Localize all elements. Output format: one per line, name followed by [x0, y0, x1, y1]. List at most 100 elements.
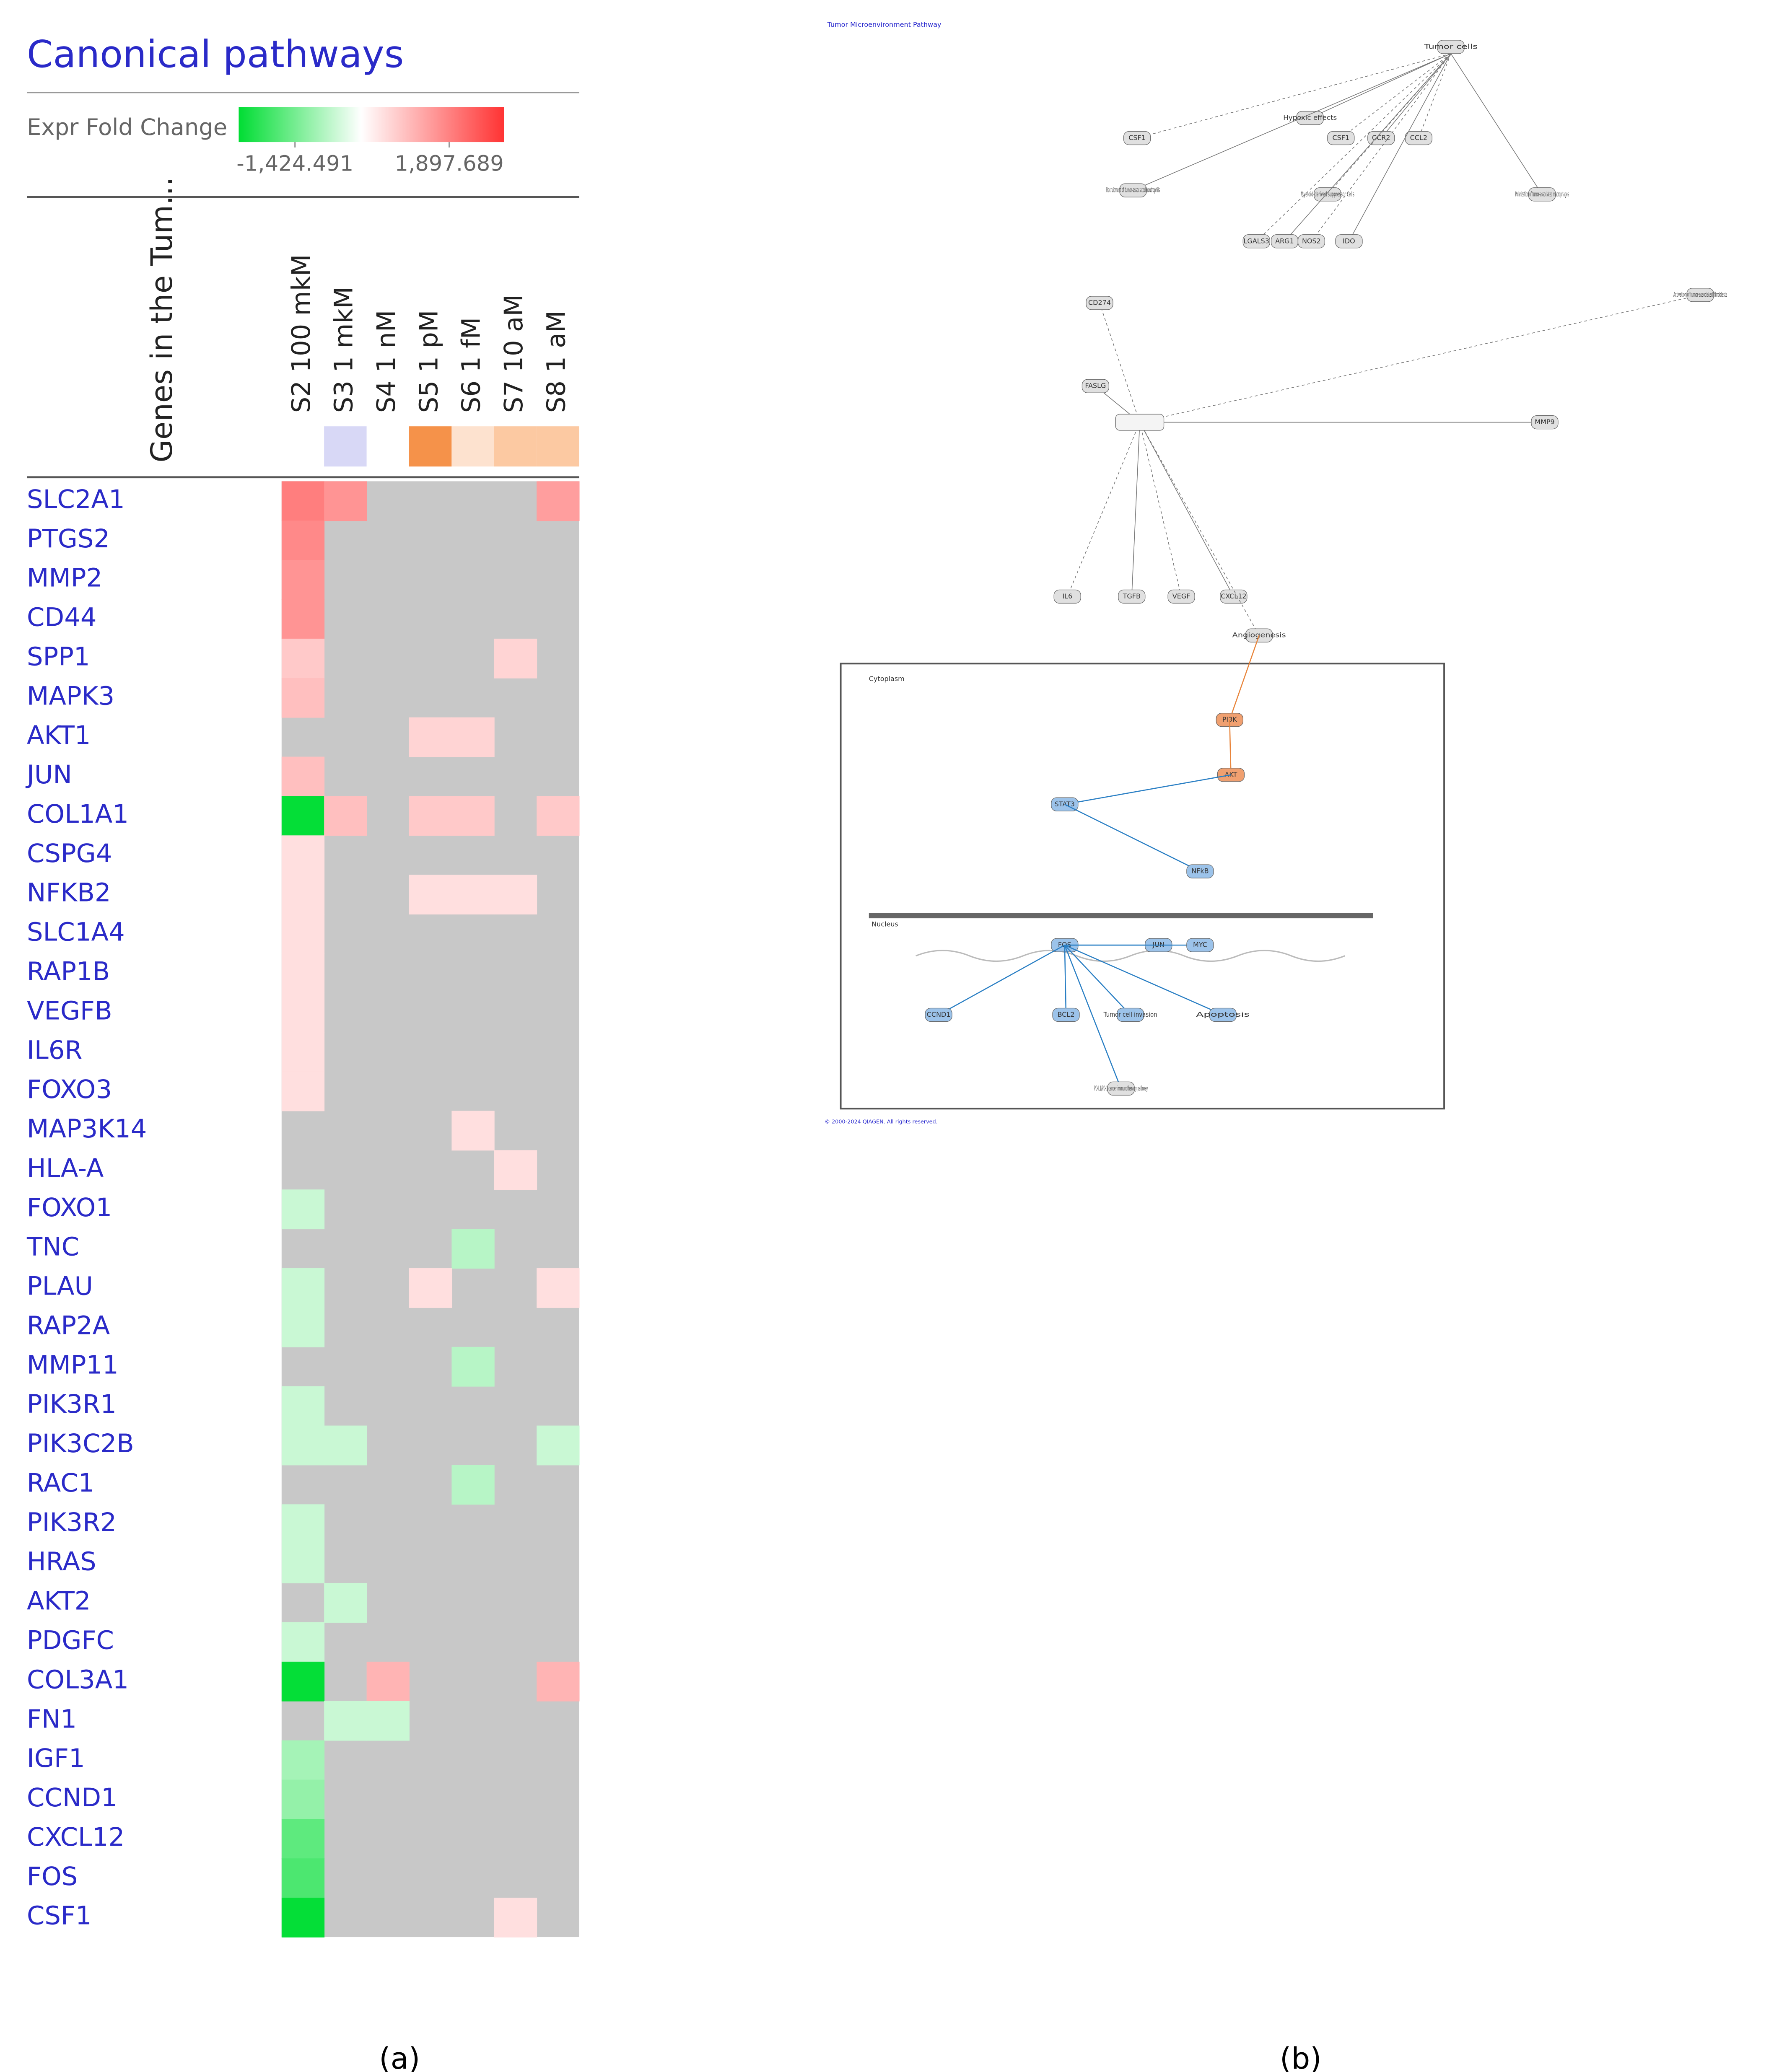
heatmap-cell — [537, 1268, 580, 1308]
cell-membrane — [840, 663, 1445, 1110]
node — [1186, 864, 1214, 878]
row-label: SPP1 — [27, 642, 90, 671]
node-label: NFkB — [1191, 867, 1209, 875]
heatmap-cell — [324, 1425, 367, 1466]
node-label: NOS2 — [1302, 237, 1321, 245]
heatmap-cell — [537, 796, 580, 836]
node-label: PI3K — [1222, 715, 1237, 723]
row-label: RAP1B — [27, 957, 110, 986]
edge — [1256, 53, 1451, 242]
heatmap-cell — [281, 992, 325, 1033]
column-label: S4 1 nM — [372, 310, 401, 413]
row-label: VEGFB — [27, 996, 112, 1026]
heatmap-cell — [409, 875, 452, 915]
heatmap-title: Canonical pathways — [27, 33, 404, 76]
heatmap-cell — [281, 678, 325, 718]
node-label: Tumor cell invasion — [1103, 1010, 1157, 1018]
row-label: FOXO1 — [27, 1193, 112, 1222]
node — [1119, 183, 1147, 197]
column-annotation — [451, 426, 494, 467]
colorbar-label: Expr Fold Change — [27, 114, 227, 140]
panel-caption: (b) — [1280, 2041, 1322, 2072]
heatmap-cell — [537, 1661, 580, 1702]
edge — [1139, 422, 1182, 597]
heatmap-cell — [451, 1465, 495, 1505]
node-label: LGALS3 — [1244, 237, 1269, 245]
heatmap-cell — [281, 1189, 325, 1230]
heatmap-cell — [281, 1268, 325, 1308]
edge — [1064, 804, 1201, 872]
heatmap-cell — [451, 1229, 495, 1269]
edge — [1327, 53, 1451, 195]
diagram-title: Tumor Microenvironment Pathway — [827, 21, 941, 28]
heatmap-cell — [494, 1898, 537, 1938]
heatmap-cell — [281, 599, 325, 639]
heatmap-cell — [281, 1898, 325, 1938]
heatmap-cell — [324, 481, 367, 521]
row-label: FN1 — [27, 1704, 77, 1734]
node-label: MYC — [1193, 941, 1207, 949]
node-label: Polarization of tumor-associated macroph… — [1515, 190, 1569, 198]
row-label: IGF1 — [27, 1744, 85, 1773]
node — [1367, 131, 1395, 145]
row-label: AKT1 — [27, 721, 91, 750]
row-label: SLC1A4 — [27, 918, 125, 947]
node — [1335, 234, 1363, 249]
heatmap-cell — [451, 796, 495, 836]
node — [1123, 131, 1151, 145]
heatmap-cell — [366, 1661, 410, 1702]
heatmap-cell — [281, 481, 325, 521]
heatmap-cell — [366, 1701, 410, 1741]
node-label: STAT3 — [1055, 800, 1075, 808]
edge — [1139, 294, 1701, 423]
heatmap-cell — [281, 1425, 325, 1466]
column-label: S2 100 mkM — [287, 254, 316, 413]
node-label: Apoptosis — [1196, 1010, 1250, 1018]
row-label: PIK3C2B — [27, 1429, 134, 1458]
row-label: MMP11 — [27, 1350, 119, 1380]
row-label: NFKB2 — [27, 878, 111, 908]
node — [1314, 187, 1341, 202]
node — [1220, 589, 1248, 604]
node — [925, 1008, 952, 1022]
row-label: RAP2A — [27, 1311, 110, 1340]
heatmap-cell — [281, 756, 325, 797]
row-label: PDGFC — [27, 1626, 114, 1655]
node-label: VEGF — [1172, 592, 1190, 600]
column-annotation — [494, 426, 537, 467]
hub-node — [1115, 414, 1165, 431]
column-label: S7 10 aM — [499, 294, 529, 413]
node-label: TGFB — [1123, 592, 1141, 600]
compartment-label: Nucleus — [871, 920, 898, 928]
column-annotation — [324, 426, 367, 467]
node-label: PD-L1/PD-1 cancer immunotherapy pathway — [1094, 1084, 1148, 1092]
edge — [1418, 53, 1451, 138]
edge — [1064, 944, 1223, 1015]
edge — [1099, 303, 1140, 422]
row-label: CSPG4 — [27, 839, 112, 868]
node — [1118, 589, 1146, 604]
heatmap-cell — [281, 638, 325, 679]
edge — [1450, 53, 1543, 195]
node — [1209, 1008, 1237, 1022]
node — [1167, 589, 1195, 604]
node-label: CSF1 — [1332, 134, 1349, 142]
heatmap-cell — [281, 560, 325, 600]
edge — [1229, 635, 1260, 720]
edge — [1064, 945, 1131, 1015]
edge — [1133, 53, 1451, 191]
edge — [1064, 945, 1122, 1089]
heatmap-cell — [281, 1504, 325, 1544]
node-label: BCL2 — [1058, 1010, 1075, 1018]
heatmap-cell — [451, 875, 495, 915]
heatmap-cell — [494, 638, 537, 679]
row-label: SLC2A1 — [27, 485, 125, 514]
heatmap-cell — [281, 1032, 325, 1072]
heatmap-cell — [281, 1544, 325, 1584]
node-label: CCL2 — [1410, 134, 1427, 142]
row-label: MMP2 — [27, 564, 102, 593]
node-label: IL6 — [1062, 592, 1072, 600]
node — [1186, 938, 1214, 952]
row-label: PIK3R1 — [27, 1390, 117, 1419]
